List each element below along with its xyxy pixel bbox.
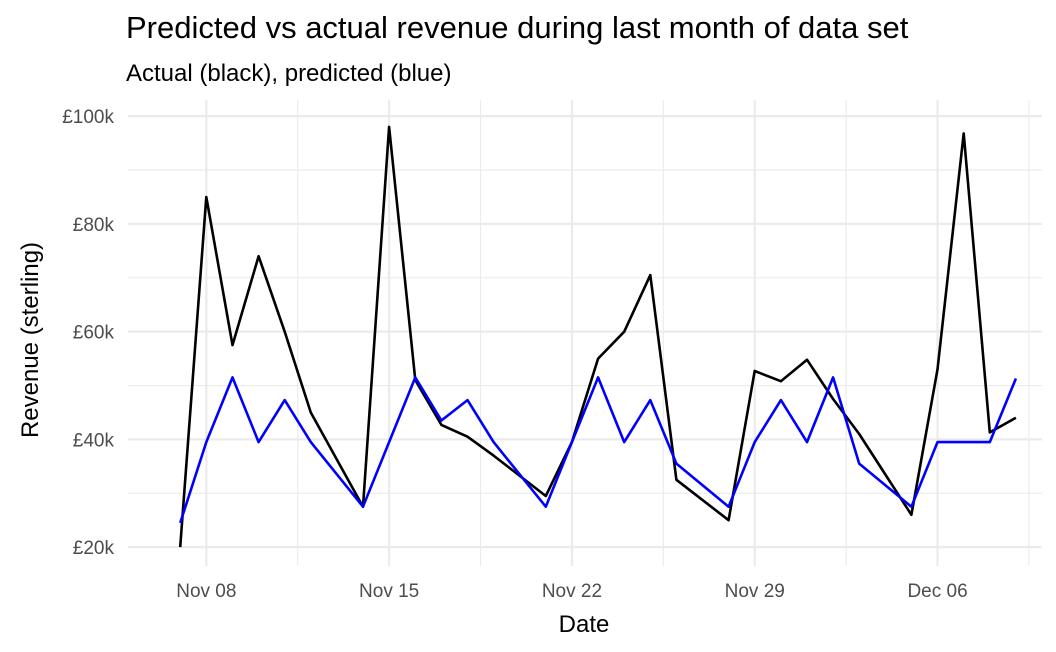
x-axis-ticks: Nov 08 Nov 15 Nov 22 Nov 29 Dec 06 <box>176 581 967 602</box>
series-lines <box>178 125 1018 548</box>
x-tick-label: Nov 08 <box>176 581 236 602</box>
x-axis-title: Date <box>559 611 610 638</box>
y-tick-label: £60k <box>73 323 115 344</box>
y-axis-title: Revenue (sterling) <box>17 242 44 438</box>
predicted-revenue-line <box>178 376 1018 524</box>
y-tick-label: £100k <box>62 107 114 128</box>
chart-title: Predicted vs actual revenue during last … <box>126 10 909 45</box>
y-axis-ticks: £20k £40k £60k £80k £100k <box>62 107 114 559</box>
grid-lines <box>128 100 1042 566</box>
x-tick-label: Nov 22 <box>542 581 602 602</box>
y-tick-label: £80k <box>73 215 115 236</box>
x-tick-label: Nov 15 <box>359 581 419 602</box>
y-tick-label: £40k <box>73 430 115 451</box>
x-tick-label: Dec 06 <box>907 581 967 602</box>
chart-subtitle: Actual (black), predicted (blue) <box>126 60 452 87</box>
actual-revenue-line <box>178 125 1017 548</box>
y-tick-label: £20k <box>73 538 115 559</box>
x-tick-label: Nov 29 <box>725 581 785 602</box>
